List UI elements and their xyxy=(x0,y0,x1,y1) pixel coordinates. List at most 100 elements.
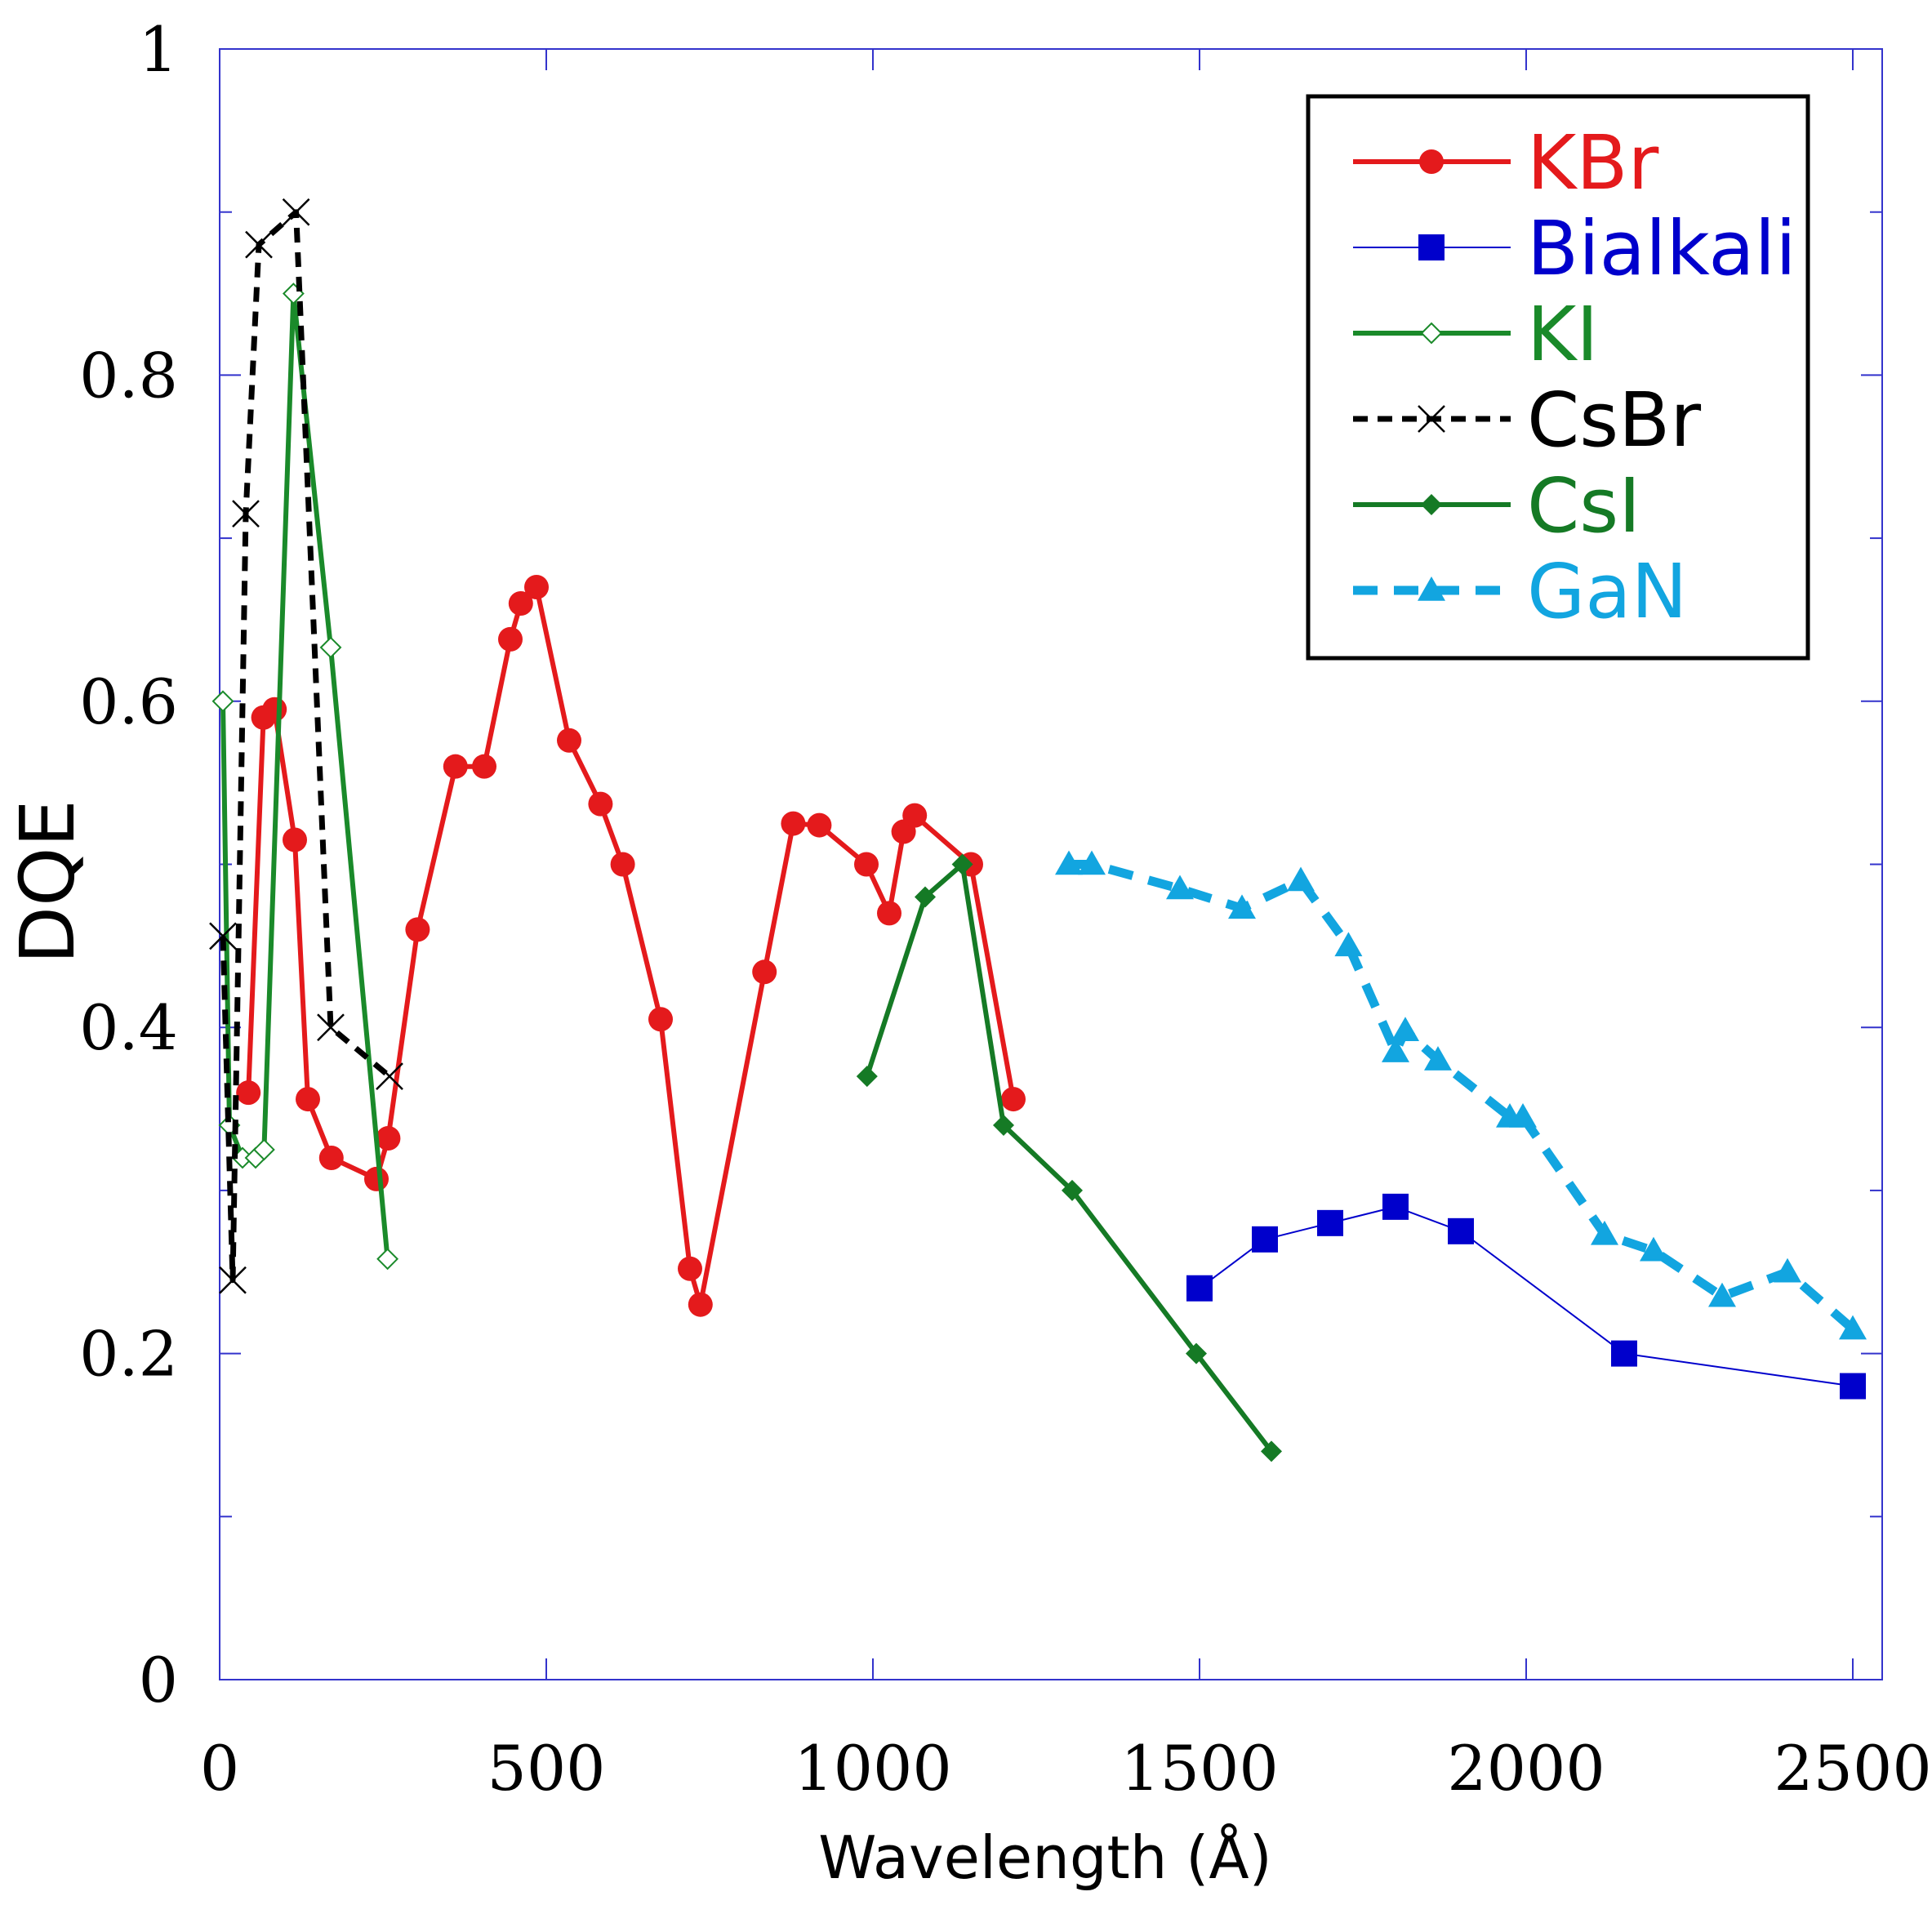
data-point-csbr xyxy=(245,230,273,259)
x-tick-label: 500 xyxy=(487,1732,605,1805)
data-point-kbr xyxy=(508,590,533,616)
legend-marker-csbr xyxy=(1418,405,1445,433)
x-tick-label: 1000 xyxy=(794,1732,951,1805)
data-point-kbr xyxy=(364,1166,389,1191)
series-kbr xyxy=(236,575,1026,1317)
legend-label-csbr: CsBr xyxy=(1527,376,1701,464)
y-tick-label: 0.6 xyxy=(79,665,178,738)
y-tick-label: 1 xyxy=(139,13,178,86)
data-point-csbr xyxy=(209,922,237,950)
x-axis-title: Wavelength (Å) xyxy=(818,1823,1271,1892)
data-point-gan xyxy=(1509,1103,1537,1128)
data-point-gan xyxy=(1055,850,1083,875)
legend-marker-kbr xyxy=(1419,149,1444,174)
series-csbr xyxy=(209,198,403,1294)
y-axis-title: DQE xyxy=(4,799,91,964)
y-tick-label: 0.2 xyxy=(79,1318,178,1391)
legend-label-bialkali: Bialkali xyxy=(1527,205,1796,292)
data-point-bialkali xyxy=(1840,1373,1866,1400)
legend-item-bialkali: Bialkali xyxy=(1353,205,1796,292)
data-point-kbr xyxy=(262,697,287,722)
data-point-kbr xyxy=(588,791,613,817)
data-point-kbr xyxy=(902,803,928,828)
data-point-gan xyxy=(1391,1017,1419,1041)
data-point-kbr xyxy=(781,811,806,836)
data-point-csbr xyxy=(219,1266,247,1294)
data-point-ki xyxy=(319,636,342,659)
legend-item-csbr: CsBr xyxy=(1353,376,1701,464)
y-tick-label: 0.8 xyxy=(79,339,178,412)
data-point-csi xyxy=(1261,1440,1282,1462)
data-point-kbr xyxy=(854,852,879,877)
series-line-gan xyxy=(1069,860,1856,1333)
legend-item-gan: GaN xyxy=(1353,548,1688,635)
legend-marker-csi xyxy=(1421,494,1442,515)
data-point-bialkali xyxy=(1382,1193,1409,1220)
data-point-kbr xyxy=(807,812,832,838)
legend-marker-ki xyxy=(1420,322,1443,345)
series-line-csbr xyxy=(220,209,392,1284)
data-point-kbr xyxy=(472,754,496,779)
legend-marker-bialkali xyxy=(1418,234,1445,260)
data-point-ki xyxy=(376,1248,399,1271)
data-point-gan xyxy=(1424,1046,1452,1071)
data-point-csbr xyxy=(232,500,260,528)
data-point-csbr xyxy=(317,1013,345,1042)
data-point-kbr xyxy=(877,901,901,926)
series-bialkali xyxy=(1186,1193,1866,1400)
series-line-bialkali xyxy=(1199,1205,1854,1387)
data-point-kbr xyxy=(498,626,523,652)
data-point-kbr xyxy=(1001,1087,1026,1112)
data-point-csi xyxy=(951,853,973,875)
data-point-kbr xyxy=(678,1256,702,1281)
legend-label-kbr: KBr xyxy=(1527,119,1658,207)
data-point-bialkali xyxy=(1252,1226,1278,1253)
data-point-bialkali xyxy=(1448,1217,1474,1244)
legend-item-kbr: KBr xyxy=(1353,119,1658,207)
data-point-csi xyxy=(856,1066,878,1088)
series-csi xyxy=(856,853,1282,1462)
data-point-kbr xyxy=(376,1125,401,1151)
data-point-gan xyxy=(1166,875,1194,900)
series-gan xyxy=(1055,850,1867,1340)
data-point-gan xyxy=(1591,1220,1618,1245)
x-tick-label: 0 xyxy=(200,1732,239,1805)
data-point-gan xyxy=(1078,850,1106,875)
y-tick-labels: 0 0.2 0.4 0.6 0.8 1 xyxy=(79,13,178,1716)
series-line-csi xyxy=(864,861,1274,1453)
data-point-csi xyxy=(993,1115,1014,1137)
y-tick-label: 0.4 xyxy=(79,991,178,1064)
legend-item-csi: CsI xyxy=(1353,462,1640,550)
legend-box xyxy=(1306,94,1810,661)
data-point-kbr xyxy=(318,1145,344,1170)
data-point-kbr xyxy=(610,852,635,877)
data-point-gan xyxy=(1382,1038,1409,1062)
data-point-kbr xyxy=(296,1087,320,1112)
data-point-kbr xyxy=(648,1007,673,1032)
data-point-gan xyxy=(1774,1257,1801,1283)
data-point-csi xyxy=(915,886,936,908)
x-tick-label: 2000 xyxy=(1447,1732,1605,1805)
data-point-gan xyxy=(1334,932,1363,957)
series-layer xyxy=(209,198,1867,1462)
x-tick-label: 1500 xyxy=(1120,1732,1278,1805)
data-point-kbr xyxy=(557,728,581,753)
legend-label-gan: GaN xyxy=(1527,548,1688,635)
data-point-csbr xyxy=(376,1062,403,1090)
legend-marker-gan xyxy=(1418,576,1445,601)
data-point-csbr xyxy=(282,198,310,226)
legend-label-csi: CsI xyxy=(1527,462,1640,550)
data-point-kbr xyxy=(283,827,307,852)
data-point-gan xyxy=(1228,894,1256,919)
data-point-bialkali xyxy=(1611,1340,1637,1367)
x-tick-labels: 0 500 1000 1500 2000 2500 xyxy=(200,1732,1932,1805)
data-point-kbr xyxy=(524,575,549,600)
data-point-kbr xyxy=(236,1080,261,1106)
data-point-kbr xyxy=(405,917,430,942)
series-line-kbr xyxy=(246,585,1016,1307)
x-tick-label: 2500 xyxy=(1774,1732,1931,1805)
data-point-gan xyxy=(1839,1315,1867,1340)
